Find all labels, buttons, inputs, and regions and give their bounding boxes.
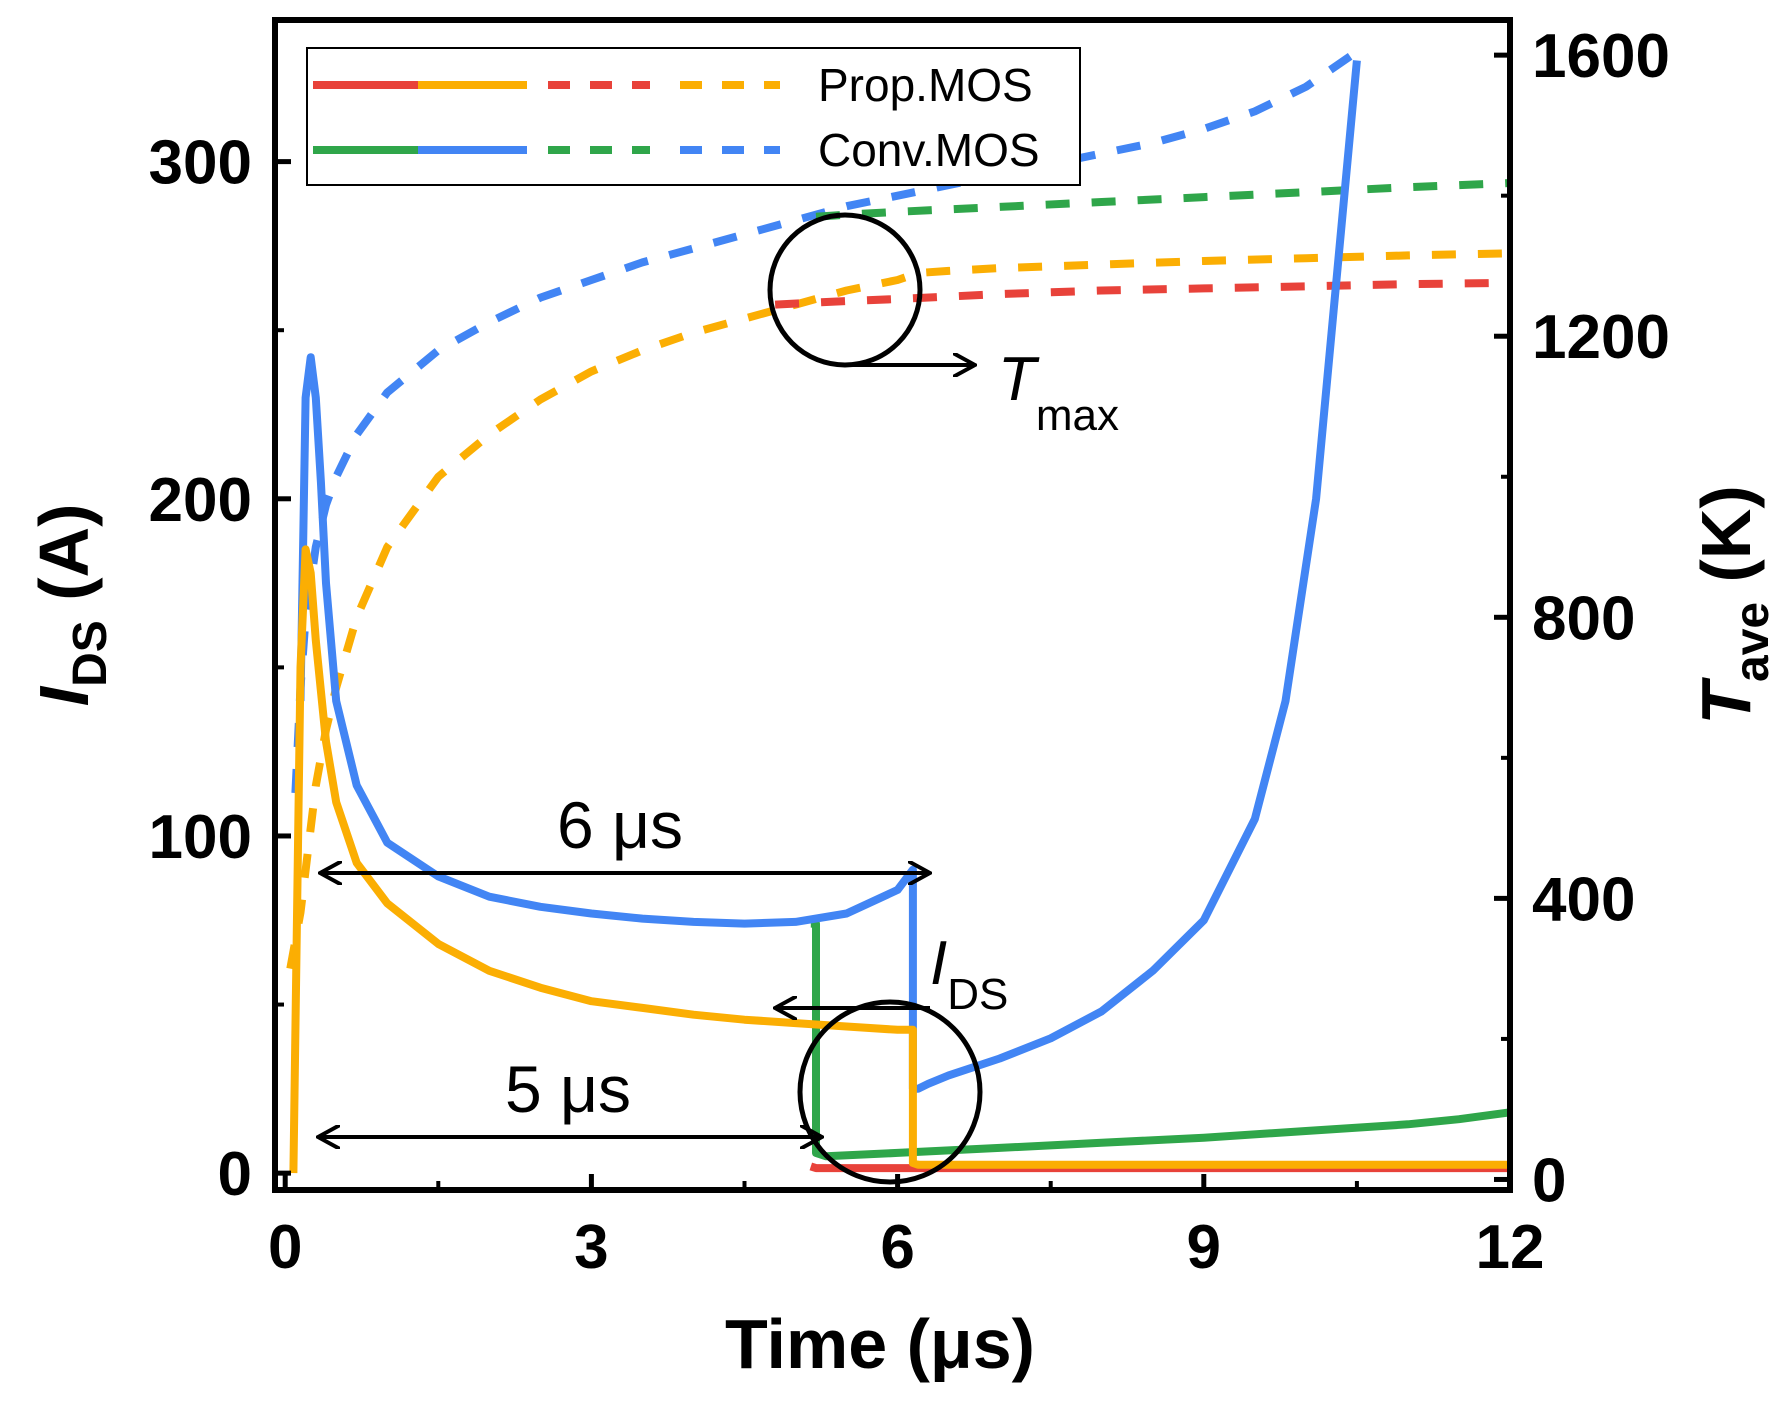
y-axis-label-right: Tave (K) [1687,485,1779,724]
x-tick-label-4: 12 [1476,1213,1545,1282]
series-4 [774,278,1510,309]
series-1 [810,919,1510,1161]
series-3 [296,60,1361,1093]
series-5 [815,179,1510,221]
ids-circle [797,999,983,1185]
ids-sub: DS [947,970,1008,1019]
y-left-main: I [25,685,103,706]
series-6 [286,249,1510,970]
series-2 [289,545,1510,1174]
x-tick-label-0: 0 [268,1213,302,1282]
y-right-main: T [1687,677,1765,725]
six-us-label: 6 μs [557,788,683,862]
x-tick-label-3: 9 [1187,1213,1221,1282]
x-axis-label: Time (μs) [725,1305,1035,1383]
series-7 [291,48,1360,794]
y-left-tick-label-2: 200 [149,466,252,535]
y-left-tick-label-0: 0 [218,1140,252,1209]
legend-entry-prop: Prop.MOS [313,59,1033,111]
series-layer [286,48,1510,1174]
y-right-tick-label-4: 1600 [1532,22,1670,91]
ids-label: IDS [930,929,1008,1019]
y-right-sub: ave [1726,602,1779,682]
y-right-tick-label-2: 800 [1532,584,1635,653]
legend-entry-conv: Conv.MOS [313,124,1040,176]
x-tick-label-1: 3 [574,1213,608,1282]
annotations: Tmax IDS 6 μs 5 μs [318,212,1119,1185]
x-tick-label-2: 6 [880,1213,914,1282]
y-left-tick-label-3: 300 [149,129,252,198]
legend-label-prop: Prop.MOS [818,59,1033,111]
plot-frame [272,17,1513,1193]
legend-box [306,47,1081,186]
y-right-tick-label-3: 1200 [1532,303,1670,372]
legend: Prop.MOS Conv.MOS [306,47,1081,186]
y-axis-label-left: IDS (A) [25,504,117,707]
ids-main: I [930,929,947,998]
five-us-label: 5 μs [505,1052,631,1126]
tmax-sub: max [1036,391,1119,440]
tmax-circle [767,212,923,368]
y-right-tick-label-1: 400 [1532,865,1635,934]
y-left-unit: (A) [25,504,103,621]
y-left-sub: DS [64,620,117,687]
tmax-main: T [998,345,1040,414]
y-left-tick-label-1: 100 [149,803,252,872]
tmax-label: Tmax [998,345,1119,440]
y-right-unit: (K) [1687,485,1765,602]
legend-label-conv: Conv.MOS [818,124,1040,176]
y-right-tick-label-0: 0 [1532,1146,1566,1215]
